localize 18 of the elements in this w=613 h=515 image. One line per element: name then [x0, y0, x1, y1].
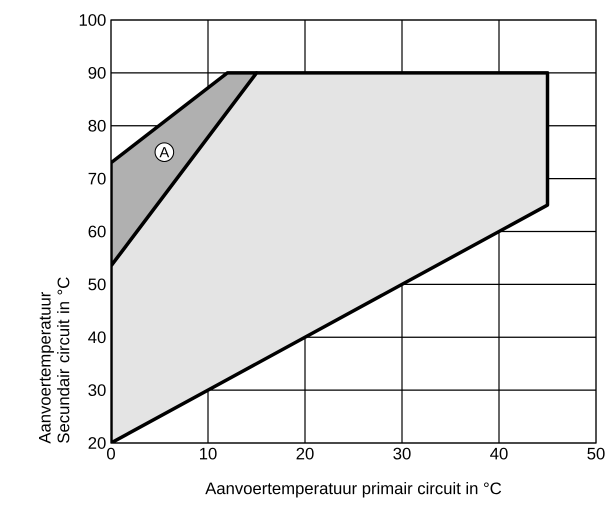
y-tick-label: 90: [88, 66, 106, 79]
x-tick-label: 30: [393, 448, 411, 460]
y-tick-label: 20: [88, 437, 106, 449]
x-tick-label: 20: [296, 448, 314, 460]
x-axis-title: Aanvoertemperatuur primair circuit in °C: [205, 482, 502, 498]
y-tick-label: 60: [88, 226, 106, 238]
y-axis-title: Aanvoertemperatuur Secundair circuit in °C: [39, 277, 70, 444]
x-tick-label: 50: [587, 448, 605, 460]
x-tick-label: 10: [200, 448, 217, 460]
y-tick-label: 50: [88, 278, 106, 290]
y-tick-label: 30: [88, 384, 106, 396]
y-tick-label: 80: [88, 120, 106, 132]
y-tick-label: 70: [88, 172, 106, 185]
annotation: A: [159, 147, 170, 158]
y-tick-label: 40: [88, 331, 106, 344]
y-tick-label: 100: [80, 14, 106, 26]
x-tick-label: 40: [490, 448, 508, 460]
x-tick-label: 0: [107, 448, 115, 460]
